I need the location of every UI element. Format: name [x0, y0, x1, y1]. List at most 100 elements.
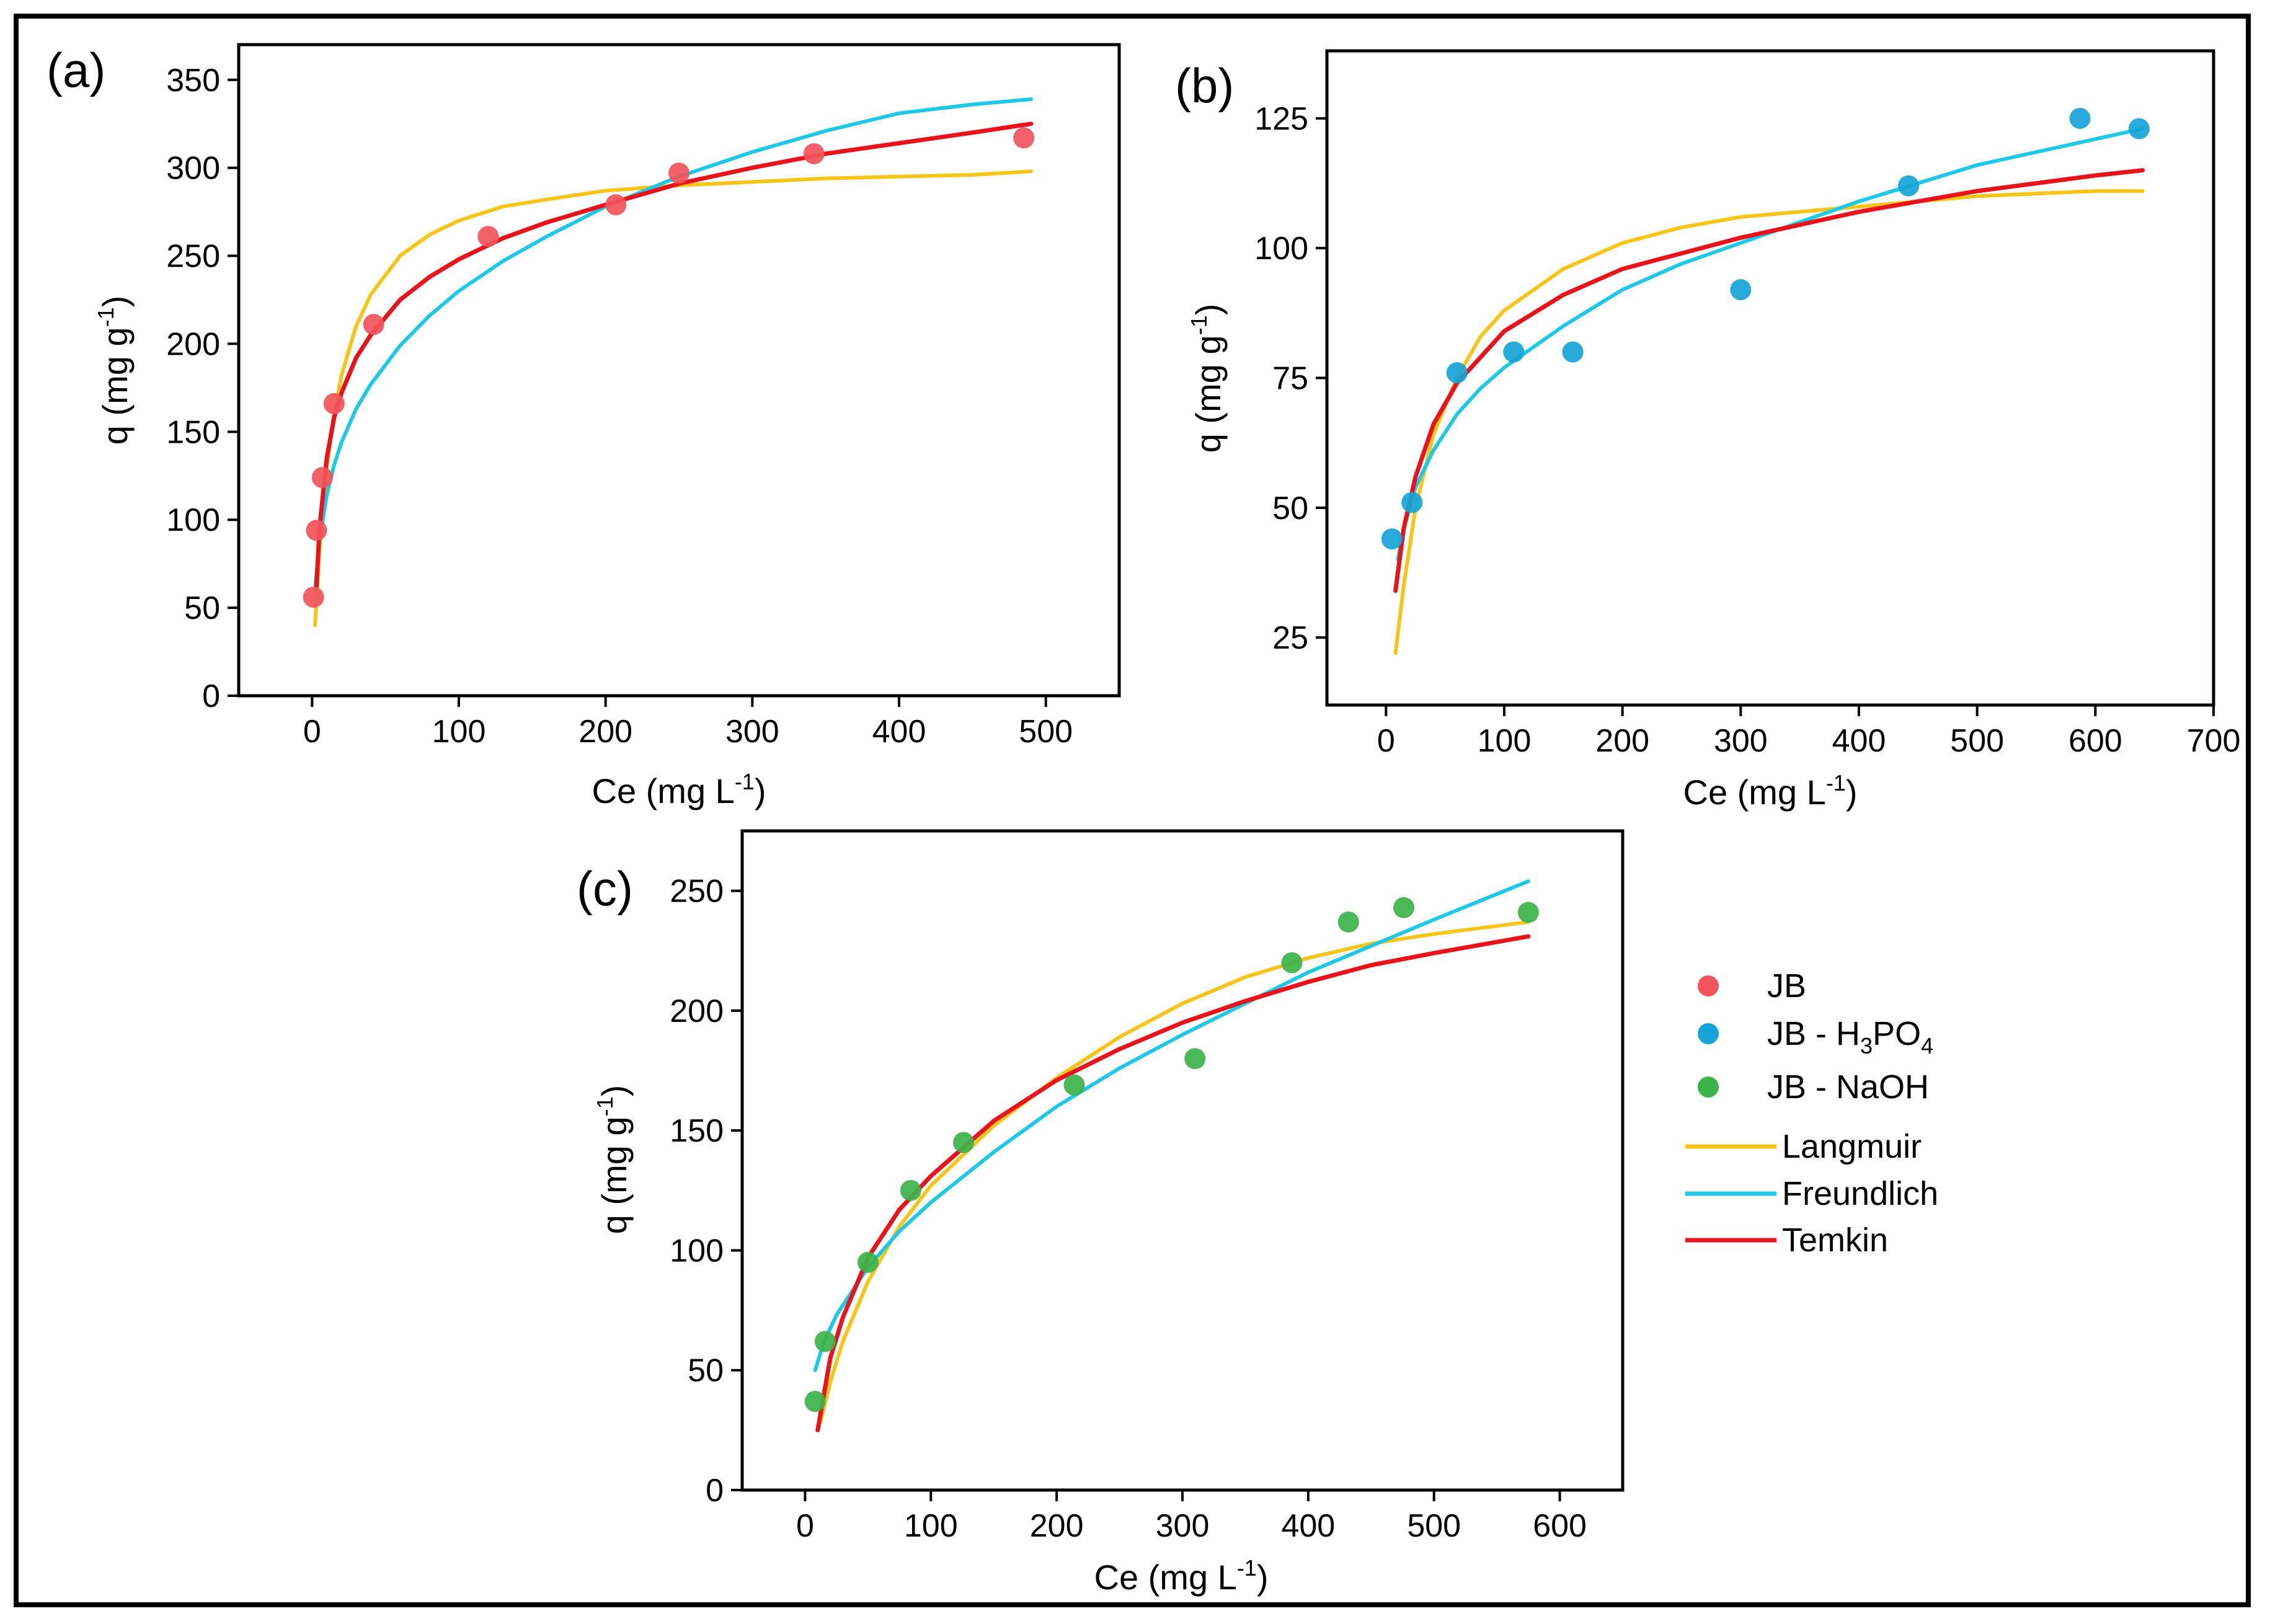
data-point-c [1281, 952, 1303, 974]
data-point-b [1446, 362, 1468, 384]
y-tick-label: 200 [670, 993, 724, 1029]
legend-item-langmuir: Langmuir [1685, 1128, 1922, 1165]
x-tick-label: 200 [1595, 723, 1649, 759]
series-line-temkin-b [1393, 168, 2145, 593]
y-tick-label: 250 [670, 874, 724, 910]
marks-b [1381, 107, 2150, 655]
y-axis-label-c: q (mg g-1) [592, 1085, 634, 1235]
x-tick-label: 200 [579, 714, 632, 750]
x-tick-label: 400 [1281, 1508, 1335, 1544]
plot-frame-a [237, 43, 1121, 698]
data-point-a [363, 314, 384, 335]
data-point-b [1503, 341, 1525, 363]
y-ticks-c: 0 50 100 150 200 250 [670, 874, 742, 1509]
figure-border [14, 14, 2251, 1607]
data-point-c [1063, 1074, 1085, 1096]
series-line-langmuir-a [313, 169, 1033, 628]
data-point-c [814, 1331, 836, 1352]
series-line-freundlich-b [1396, 126, 2145, 562]
y-ticks-a: 0 50 100 150 200 250 300 350 [166, 63, 239, 714]
data-point-b [2069, 107, 2091, 129]
y-axis-label-b: q (mg g-1) [1186, 304, 1228, 453]
y-tick-label: 100 [166, 502, 220, 538]
y-tick-label: 350 [166, 63, 220, 99]
x-tick-label: 0 [796, 1508, 814, 1544]
y-tick-label: 125 [1254, 101, 1308, 137]
x-tick-label: 600 [2068, 723, 2122, 759]
series-line-temkin-a [314, 122, 1034, 589]
y-ticks-b: 25 50 75 100 125 [1254, 101, 1327, 656]
x-tick-label: 500 [1019, 714, 1073, 750]
panel-label-c: (c) [577, 861, 633, 916]
data-point-a [303, 587, 324, 608]
legend-marker-jb [1698, 975, 1719, 996]
data-point-c [1184, 1048, 1206, 1070]
legend-item-temkin: Temkin [1685, 1222, 1888, 1259]
x-axis-label-a: Ce (mg L-1) [592, 769, 766, 810]
series-line-langmuir-b [1393, 189, 2145, 655]
legend-marker-jb-h3po4 [1698, 1023, 1719, 1044]
series-line-freundlich-c [813, 879, 1530, 1372]
y-tick-label: 100 [1254, 231, 1308, 267]
y-tick-label: 50 [688, 1353, 724, 1389]
x-tick-label: 300 [1156, 1508, 1210, 1544]
data-point-a [605, 194, 627, 216]
panel-b: (b) 0 100 200 300 400 500 600 700 255075100125 … [1175, 49, 2240, 812]
x-tick-label: 600 [1533, 1508, 1587, 1544]
data-point-c [1517, 902, 1539, 923]
legend-item-jb: JB [1698, 967, 1806, 1005]
plot-frame-c [740, 829, 1625, 1492]
x-tick-label: 300 [725, 714, 779, 750]
data-point-a [803, 143, 825, 164]
y-tick-label: 100 [670, 1233, 724, 1269]
x-tick-label: 100 [1478, 723, 1532, 759]
x-ticks-a: 0 100 200 300 400 500 [303, 696, 1073, 750]
data-point-b [1381, 528, 1403, 550]
data-point-b [1898, 175, 1920, 197]
x-tick-label: 100 [432, 714, 486, 750]
y-tick-label: 300 [166, 151, 220, 187]
y-tick-label: 0 [202, 678, 220, 714]
x-axis-label-c: Ce (mg L-1) [1094, 1555, 1269, 1597]
legend-label-freundlich: Freundlich [1782, 1175, 1938, 1212]
legend-item-jb-naoh: JB - NaOH [1698, 1068, 1929, 1106]
y-tick-label: 150 [670, 1113, 724, 1149]
x-tick-label: 100 [904, 1508, 958, 1544]
x-tick-label: 0 [303, 714, 321, 750]
x-tick-label: 500 [1950, 723, 2004, 759]
panel-a: (a) 0 100 200 300 400 500 0 50 100 150 200 250 300 3… [47, 43, 1121, 810]
series-line-langmuir-c [818, 920, 1530, 1425]
y-tick-label: 50 [1272, 490, 1308, 526]
panel-c: (c) 0 100 200 300 400 500 600 050100150200250 … [577, 829, 1625, 1597]
legend-item-freundlich: Freundlich [1685, 1175, 1938, 1212]
y-tick-label: 50 [184, 590, 220, 626]
y-tick-label: 150 [166, 414, 220, 450]
legend-label-langmuir: Langmuir [1782, 1128, 1922, 1165]
series-line-temkin-c [815, 934, 1531, 1432]
marks-a [303, 97, 1035, 628]
x-tick-label: 200 [1030, 1508, 1084, 1544]
data-point-b [1730, 279, 1752, 301]
legend-label-temkin: Temkin [1782, 1222, 1888, 1259]
y-tick-label: 250 [166, 239, 220, 275]
marks-c [804, 879, 1539, 1432]
x-tick-label: 500 [1407, 1508, 1461, 1544]
data-point-a [306, 520, 327, 541]
legend-label-jb-naoh: JB - NaOH [1767, 1068, 1929, 1106]
y-axis-label-a: q (mg g-1) [93, 296, 135, 445]
panel-label-b: (b) [1175, 58, 1234, 113]
data-point-a [323, 393, 345, 414]
data-point-b [2128, 118, 2150, 140]
data-point-c [1337, 911, 1359, 933]
legend-label-jb: JB [1767, 967, 1806, 1005]
legend: JB JB - H3PO4 JB - NaOH Langmuir Freundl… [1685, 967, 1938, 1259]
y-tick-label: 200 [166, 326, 220, 362]
data-point-a [668, 162, 689, 184]
series-line-freundlich-a [313, 97, 1033, 592]
y-tick-label: 25 [1272, 620, 1308, 656]
data-point-c [900, 1179, 921, 1201]
data-point-a [1013, 127, 1035, 149]
x-tick-label: 400 [872, 714, 926, 750]
data-point-b [1562, 341, 1584, 363]
